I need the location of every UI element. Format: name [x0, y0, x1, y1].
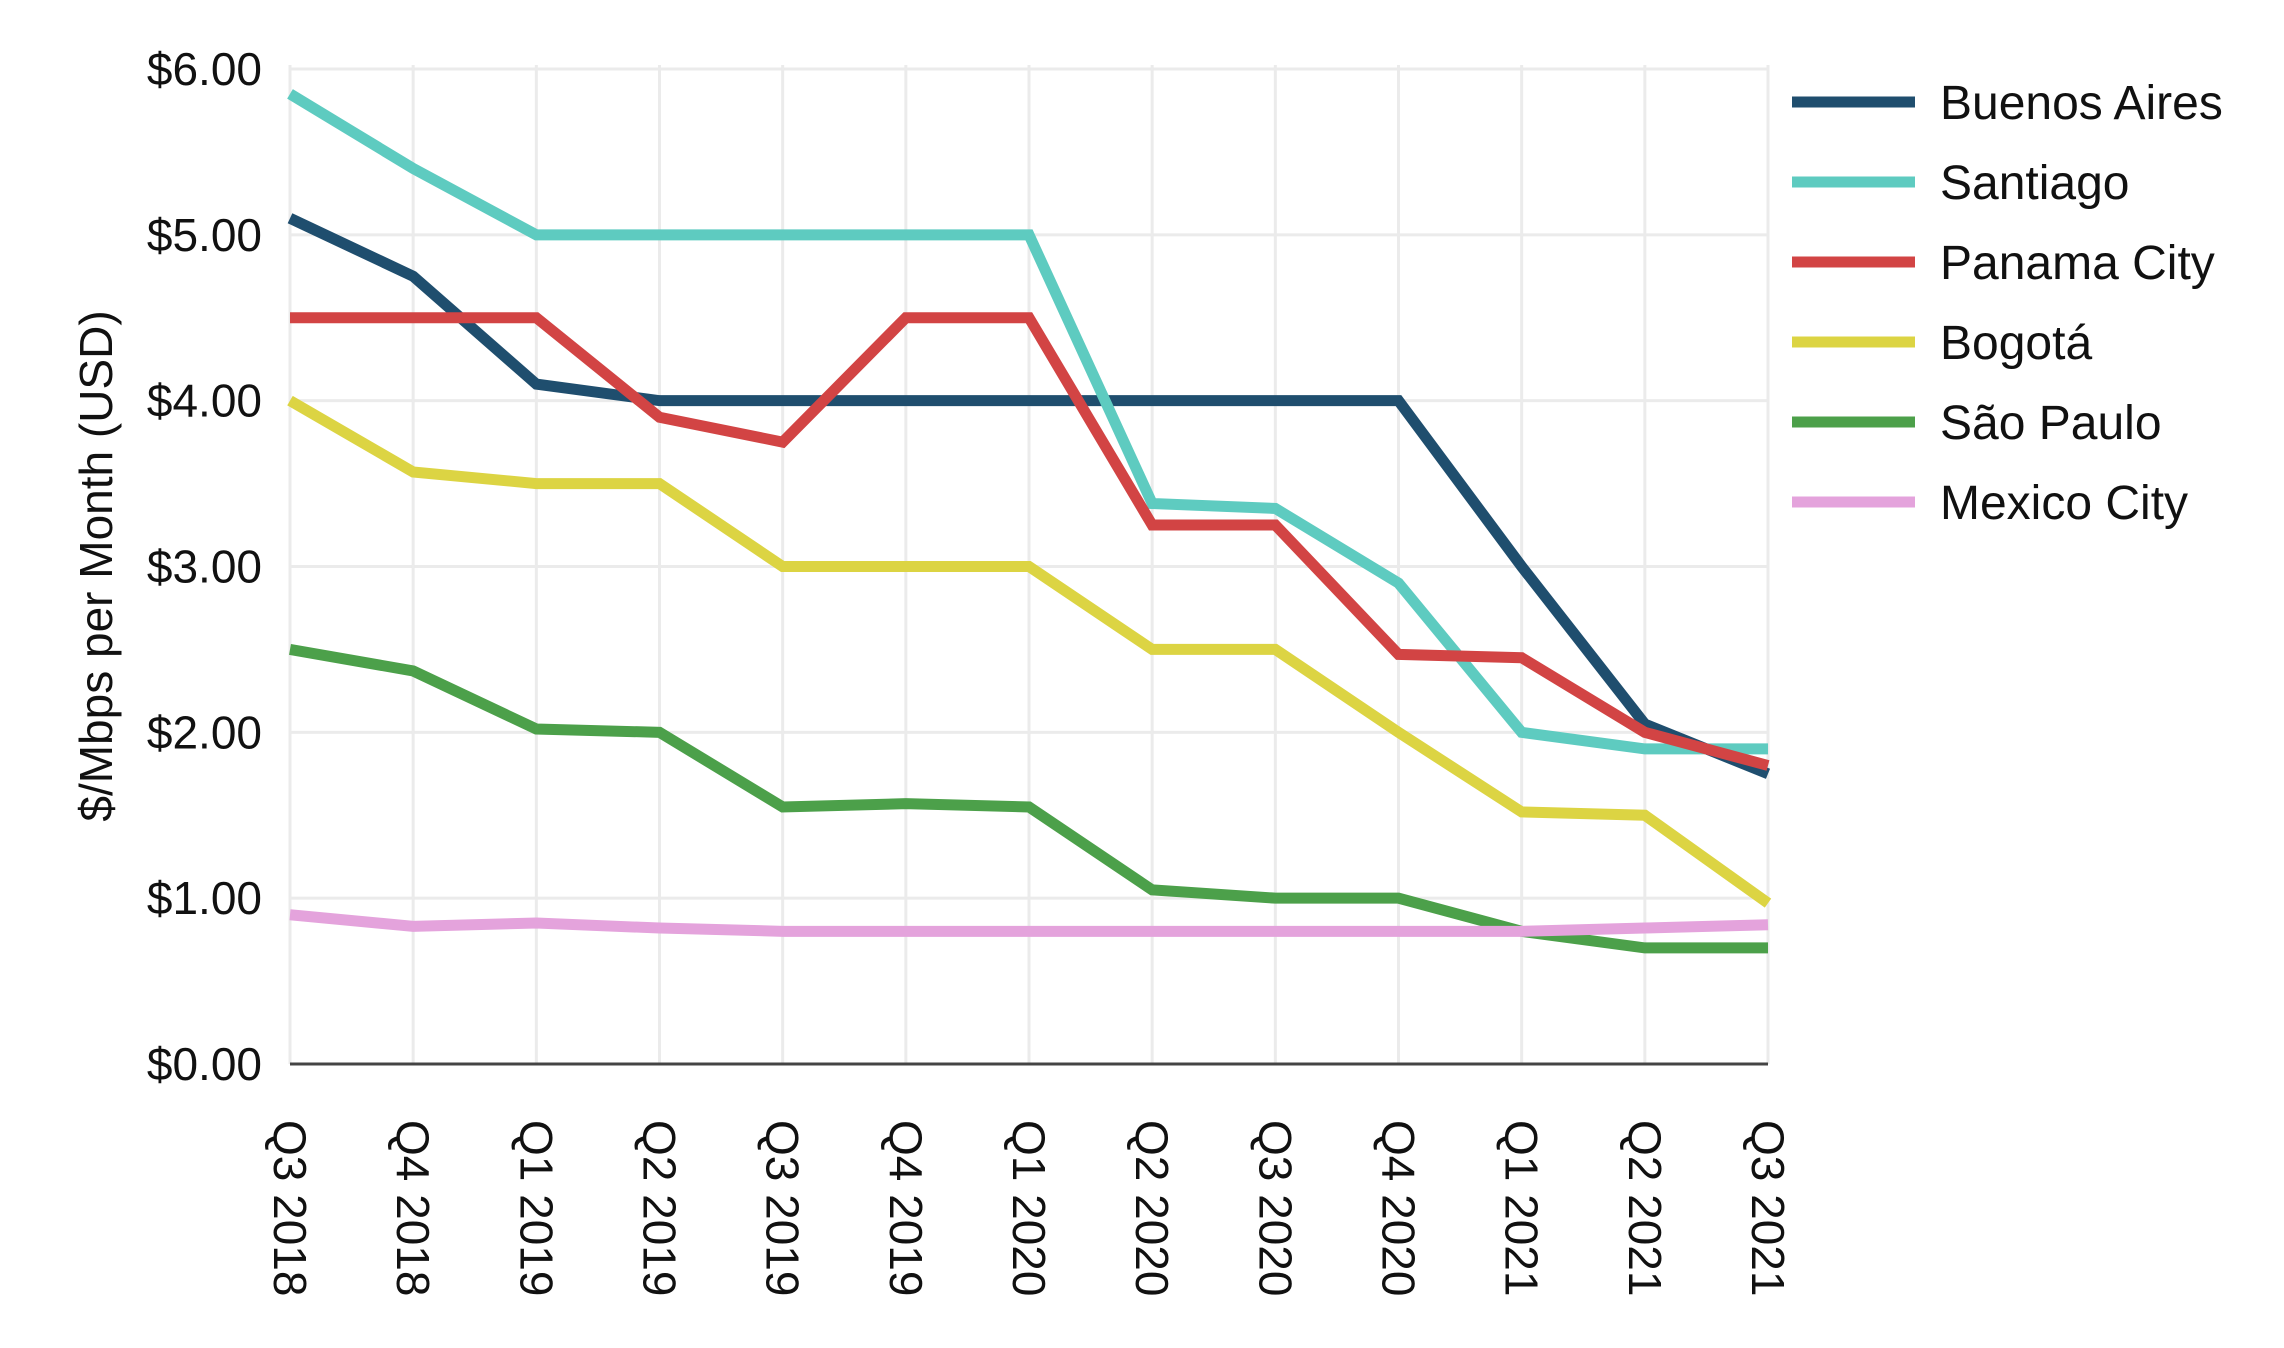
y-tick-label: $1.00 — [147, 872, 262, 924]
x-tick-label: Q3 2018 — [264, 1120, 316, 1296]
x-tick-label: Q2 2021 — [1619, 1120, 1671, 1296]
y-tick-label: $5.00 — [147, 209, 262, 261]
x-tick-label: Q3 2021 — [1742, 1120, 1794, 1296]
legend-label: Panama City — [1940, 237, 2215, 290]
x-tick-label: Q1 2020 — [1003, 1120, 1055, 1296]
series-line-santiago — [287, 89, 1768, 755]
y-axis-label: $/Mbps per Month (USD) — [70, 310, 122, 821]
x-tick-label: Q4 2018 — [387, 1120, 439, 1296]
x-tick-label: Q3 2019 — [757, 1120, 809, 1296]
series-line-buenos-aires — [287, 213, 1771, 779]
x-tick-label: Q1 2021 — [1496, 1120, 1548, 1296]
y-tick-label: $4.00 — [147, 375, 262, 427]
series-line-bogot- — [287, 395, 1772, 908]
series-line-panama-city — [290, 312, 1770, 771]
x-tick-label: Q4 2020 — [1373, 1120, 1425, 1296]
y-tick-label: $6.00 — [147, 43, 262, 95]
x-tick-label: Q3 2020 — [1249, 1120, 1301, 1296]
legend-label: Santiago — [1940, 157, 2130, 210]
x-tick-label: Q2 2020 — [1126, 1120, 1178, 1296]
x-tick-label: Q1 2019 — [510, 1120, 562, 1296]
x-tick-label: Q2 2019 — [634, 1120, 686, 1296]
x-tick-label: Q4 2019 — [880, 1120, 932, 1296]
y-tick-label: $0.00 — [147, 1038, 262, 1090]
legend-label: São Paulo — [1940, 397, 2162, 450]
y-tick-label: $2.00 — [147, 706, 262, 758]
y-tick-label: $3.00 — [147, 541, 262, 593]
legend-label: Buenos Aires — [1940, 77, 2223, 130]
legend-label: Mexico City — [1940, 477, 2188, 530]
legend-label: Bogotá — [1940, 317, 2092, 370]
series-line-mexico-city — [289, 909, 1769, 937]
